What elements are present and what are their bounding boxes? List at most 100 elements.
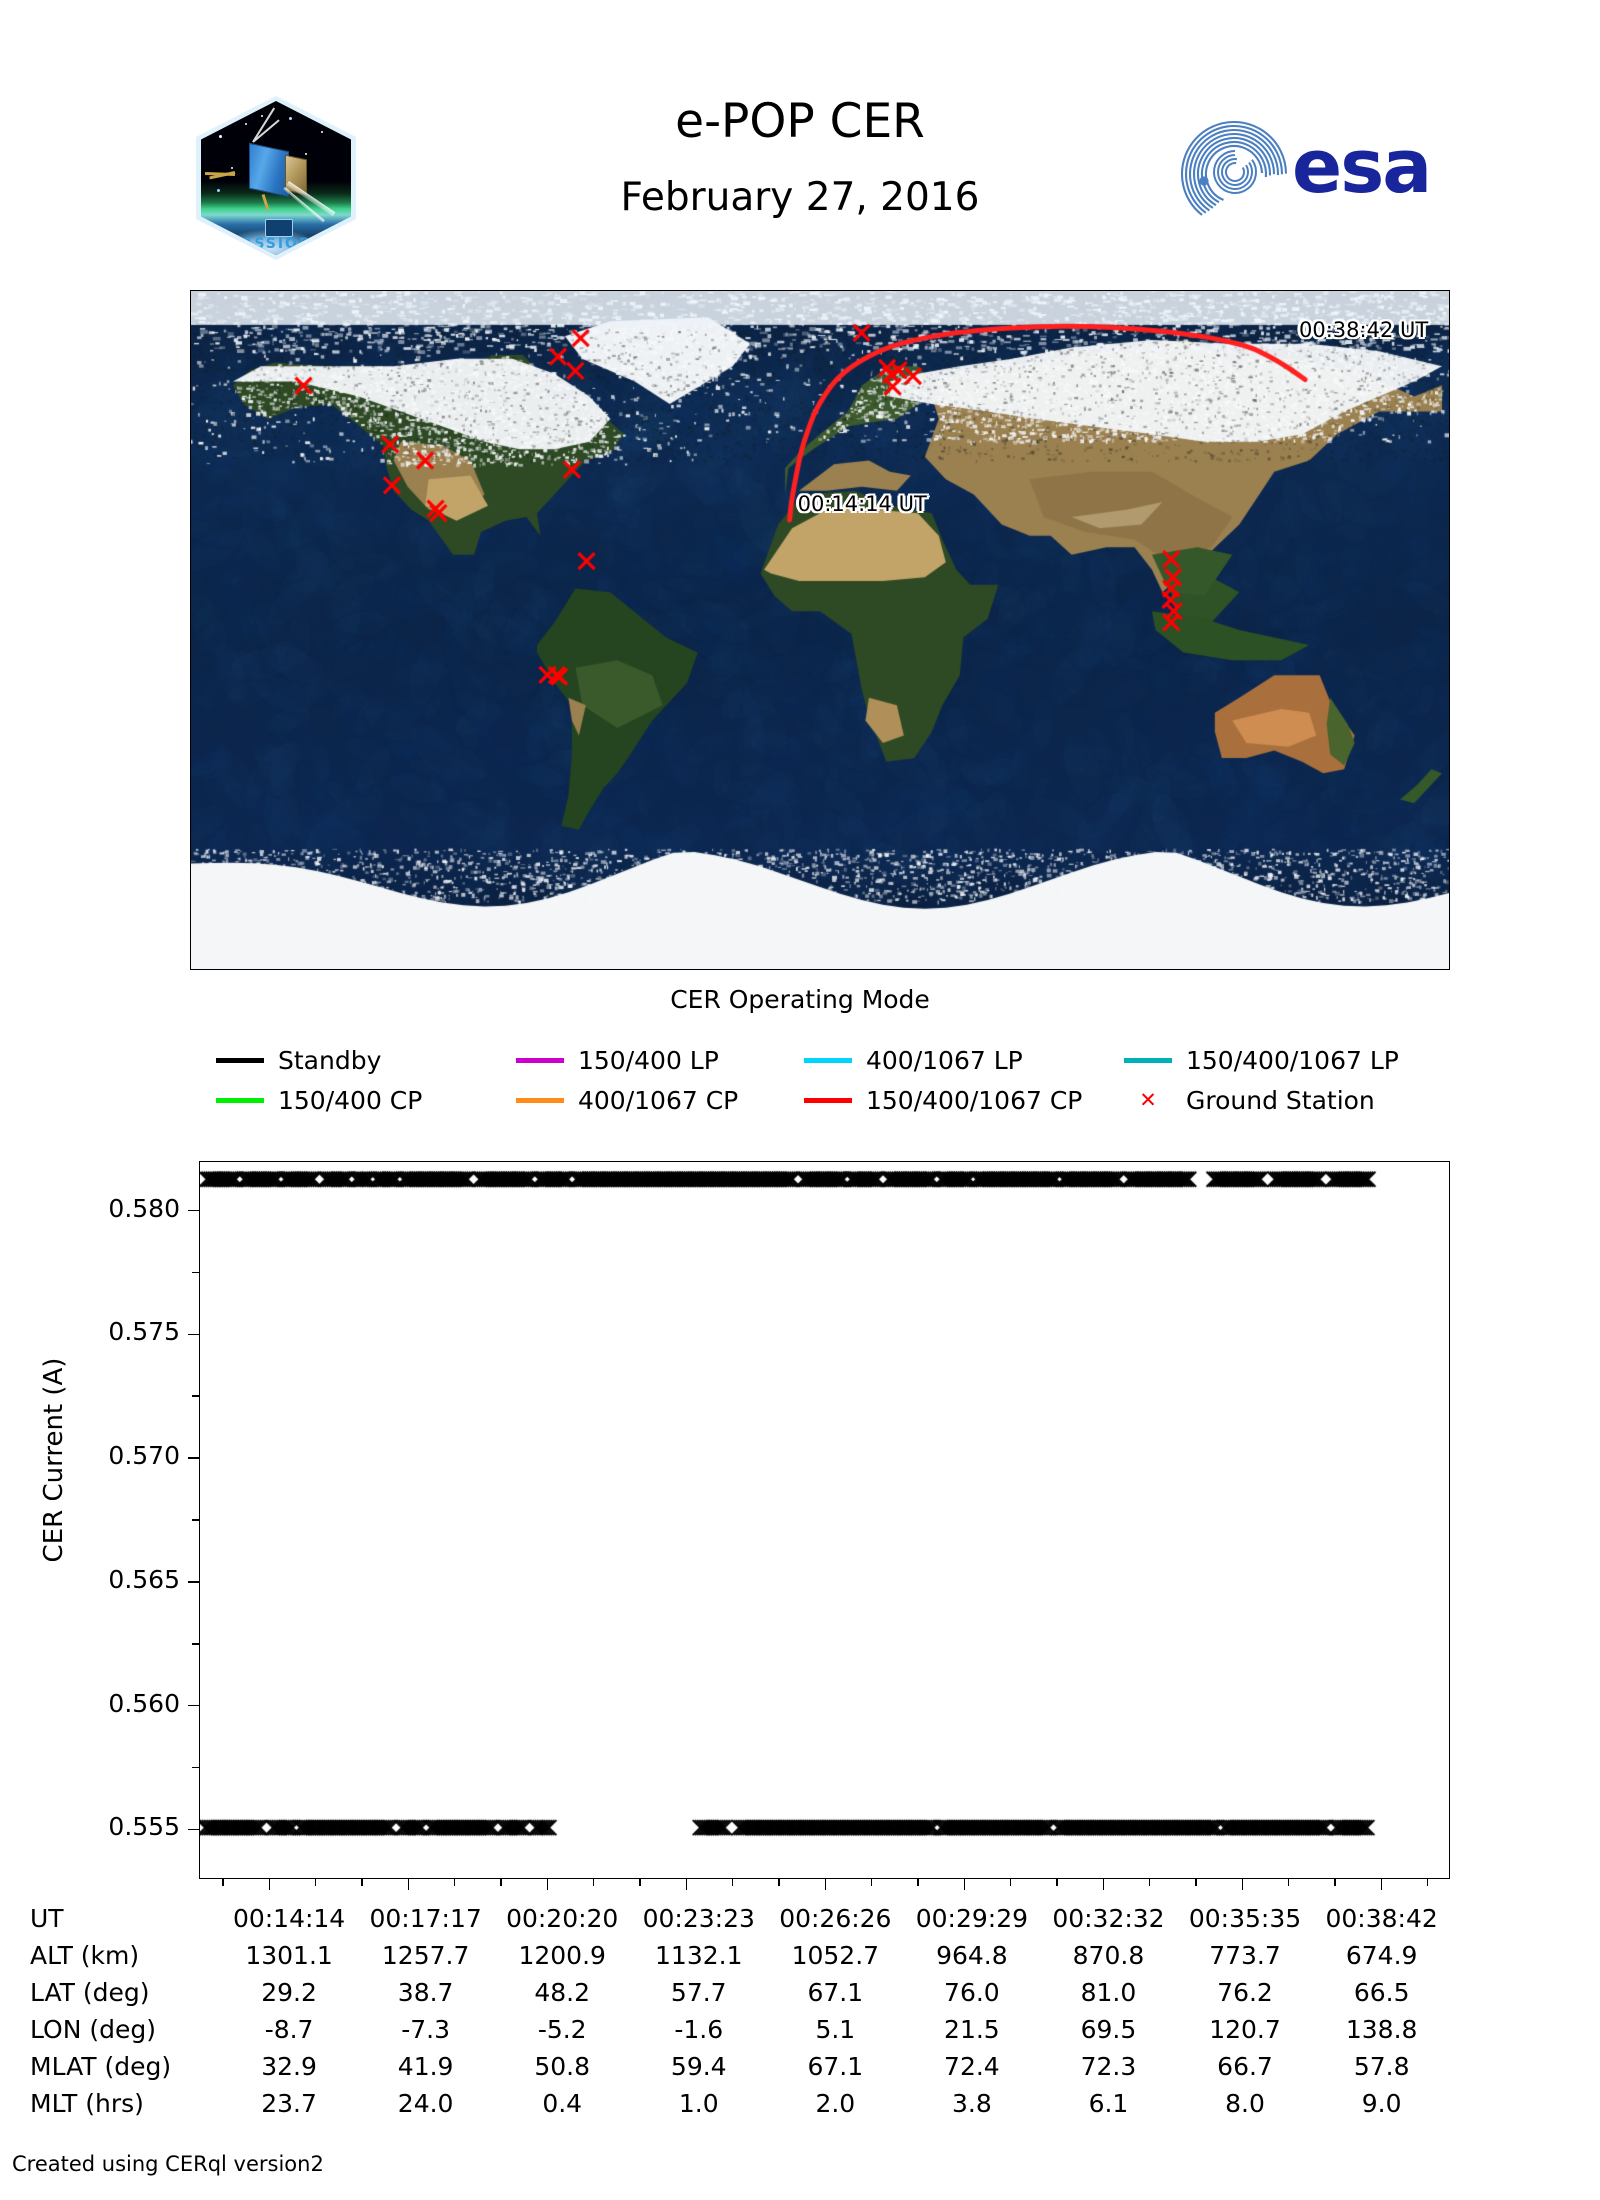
esa-emblem-icon	[1180, 120, 1288, 228]
legend-item-400-1067-cp: 400/1067 CP	[516, 1088, 804, 1113]
x-axis-minor-tick	[1427, 1879, 1429, 1886]
x-axis-tick	[825, 1879, 827, 1890]
legend-label-400-1067-cp: 400/1067 CP	[578, 1088, 738, 1113]
legend-swatch-400-1067-cp	[516, 1098, 564, 1103]
y-axis-tick-label: 0.565	[60, 1567, 180, 1592]
table-cell: 9.0	[1313, 2085, 1450, 2122]
table-cell: 00:38:42	[1313, 1900, 1450, 1937]
y-axis-tick-label: 0.560	[60, 1691, 180, 1716]
x-axis-minor-tick	[500, 1879, 502, 1886]
mode-legend-row-2: 150/400 CP 400/1067 CP 150/400/1067 CP ✕…	[216, 1080, 1456, 1120]
x-axis-minor-tick	[1149, 1879, 1151, 1886]
x-axis-minor-tick	[1056, 1879, 1058, 1886]
table-cell: 81.0	[1040, 1974, 1177, 2011]
table-cell: 8.0	[1177, 2085, 1314, 2122]
table-cell: 3.8	[904, 2085, 1041, 2122]
table-cell: 21.5	[904, 2011, 1041, 2048]
map-start-time-label: 00:14:14 UT	[798, 492, 927, 516]
legend-swatch-150-400-lp	[516, 1058, 564, 1063]
table-cell: 50.8	[494, 2048, 631, 2085]
legend-label-standby: Standby	[278, 1048, 381, 1073]
legend-item-150-400-lp: 150/400 LP	[516, 1048, 804, 1073]
legend-label-150-400-cp: 150/400 CP	[278, 1088, 422, 1113]
table-row-label: LAT (deg)	[30, 1974, 221, 2011]
table-row-label: LON (deg)	[30, 2011, 221, 2048]
y-axis-minor-tick	[192, 1519, 199, 1521]
table-cell: -7.3	[357, 2011, 494, 2048]
table-row: LAT (deg) 29.2 38.7 48.2 57.7 67.1 76.0 81.0 76.…	[30, 1974, 1450, 2011]
cassiope-emblem-icon	[265, 219, 293, 237]
legend-label-ground-station: Ground Station	[1186, 1088, 1375, 1113]
table-cell: 964.8	[904, 1937, 1041, 1974]
table-cell: 00:29:29	[904, 1900, 1041, 1937]
y-axis-tick	[188, 1829, 199, 1831]
legend-swatch-150-400-1067-cp	[804, 1098, 852, 1103]
table-cell: 29.2	[221, 1974, 358, 2011]
table-cell: -5.2	[494, 2011, 631, 2048]
table-cell: 48.2	[494, 1974, 631, 2011]
x-axis-minor-tick	[778, 1879, 780, 1886]
table-cell: 72.3	[1040, 2048, 1177, 2085]
legend-label-150-400-1067-lp: 150/400/1067 LP	[1186, 1048, 1399, 1073]
x-axis-minor-tick	[593, 1879, 595, 1886]
x-axis-tick	[964, 1879, 966, 1890]
legend-swatch-standby	[216, 1058, 264, 1063]
table-cell: 138.8	[1313, 2011, 1450, 2048]
table-cell: 72.4	[904, 2048, 1041, 2085]
table-cell: 32.9	[221, 2048, 358, 2085]
x-axis-minor-tick	[222, 1879, 224, 1886]
table-cell: 773.7	[1177, 1937, 1314, 1974]
x-axis-minor-tick	[639, 1879, 641, 1886]
table-cell: 00:26:26	[767, 1900, 904, 1937]
table-cell: 24.0	[357, 2085, 494, 2122]
table-row-label: MLAT (deg)	[30, 2048, 221, 2085]
table-cell: 66.7	[1177, 2048, 1314, 2085]
y-axis-tick	[188, 1334, 199, 1336]
ephemeris-table: UT 00:14:14 00:17:17 00:20:20 00:23:23 00:26:…	[30, 1900, 1510, 2122]
legend-label-150-400-lp: 150/400 LP	[578, 1048, 719, 1073]
legend-item-150-400-cp: 150/400 CP	[216, 1088, 516, 1113]
table-cell: 1301.1	[221, 1937, 358, 1974]
table-cell: 1200.9	[494, 1937, 631, 1974]
legend-item-150-400-1067-cp: 150/400/1067 CP	[804, 1088, 1124, 1113]
table-cell: 23.7	[221, 2085, 358, 2122]
table-row-label: ALT (km)	[30, 1937, 221, 1974]
x-axis-minor-tick	[1288, 1879, 1290, 1886]
table-cell: 00:32:32	[1040, 1900, 1177, 1937]
x-axis-tick	[1103, 1879, 1105, 1890]
table-row: MLAT (deg) 32.9 41.9 50.8 59.4 67.1 72.4 72.3 66…	[30, 2048, 1450, 2085]
table-cell: 6.1	[1040, 2085, 1177, 2122]
table-cell: 66.5	[1313, 1974, 1450, 2011]
table-cell: 0.4	[494, 2085, 631, 2122]
table-cell: 41.9	[357, 2048, 494, 2085]
legend-swatch-150-400-1067-lp	[1124, 1058, 1172, 1063]
legend-item-standby: Standby	[216, 1048, 516, 1073]
x-axis-tick	[1242, 1879, 1244, 1890]
table-row-label: UT	[30, 1900, 221, 1937]
esa-arcs-icon	[1180, 120, 1288, 228]
x-axis-tick	[408, 1879, 410, 1890]
legend-item-ground-station: ✕ Ground Station	[1124, 1088, 1375, 1113]
x-axis-minor-tick	[315, 1879, 317, 1886]
table-cell: 59.4	[630, 2048, 767, 2085]
table-cell: 38.7	[357, 1974, 494, 2011]
mode-legend: Standby 150/400 LP 400/1067 LP 150/400/1…	[216, 1040, 1456, 1120]
x-axis-tick	[547, 1879, 549, 1890]
y-axis-minor-tick	[192, 1767, 199, 1769]
y-axis-tick-label: 0.580	[60, 1196, 180, 1221]
cassiope-logo-text: CASSIOPE	[201, 236, 351, 252]
legend-swatch-400-1067-lp	[804, 1058, 852, 1063]
x-axis-tick	[686, 1879, 688, 1890]
y-axis-tick	[188, 1457, 199, 1459]
table-cell: 00:20:20	[494, 1900, 631, 1937]
table-row: LON (deg) -8.7 -7.3 -5.2 -1.6 5.1 21.5 69.5 120.…	[30, 2011, 1450, 2048]
table-cell: 1132.1	[630, 1937, 767, 1974]
y-axis-minor-tick	[192, 1272, 199, 1274]
table-cell: 00:14:14	[221, 1900, 358, 1937]
table-cell: 00:23:23	[630, 1900, 767, 1937]
y-axis-minor-tick	[192, 1395, 199, 1397]
table-cell: 2.0	[767, 2085, 904, 2122]
footer-credit: Created using CERql version2	[12, 2152, 324, 2176]
y-axis-tick-label: 0.555	[60, 1814, 180, 1839]
x-axis-minor-tick	[1195, 1879, 1197, 1886]
